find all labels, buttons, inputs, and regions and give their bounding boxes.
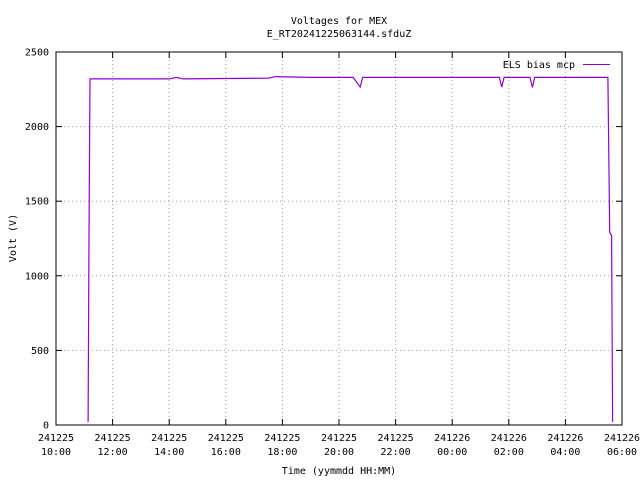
x-tick-time: 20:00 (324, 447, 354, 458)
x-tick-date: 241225 (378, 433, 414, 444)
x-tick-time: 06:00 (607, 447, 637, 458)
x-tick-time: 22:00 (381, 447, 411, 458)
x-tick-date: 241225 (321, 433, 357, 444)
x-tick-time: 10:00 (41, 447, 71, 458)
chart-subtitle: E_RT20241225063144.sfduZ (267, 29, 412, 40)
axis-ticks (55, 51, 623, 426)
grid-lines (56, 52, 622, 425)
x-tick-time: 12:00 (98, 447, 128, 458)
y-tick-label: 0 (43, 421, 49, 432)
x-tick-time: 14:00 (154, 447, 184, 458)
y-tick-label: 2000 (25, 122, 49, 133)
x-tick-date: 241225 (38, 433, 74, 444)
y-axis-label: Volt (V) (8, 214, 19, 262)
x-tick-date: 241225 (264, 433, 300, 444)
x-tick-time: 02:00 (494, 447, 524, 458)
x-tick-date: 241226 (547, 433, 583, 444)
x-axis-label: Time (yymmdd HH:MM) (282, 466, 396, 477)
x-tick-date: 241226 (491, 433, 527, 444)
series-layer (87, 75, 614, 423)
y-tick-label: 500 (31, 346, 49, 357)
x-tick-labels: 241225 10:00 241225 12:00 241225 14:00 241225 1… (38, 433, 640, 458)
x-tick-date: 241226 (434, 433, 470, 444)
y-tick-label: 2500 (25, 48, 49, 59)
x-tick-time: 18:00 (267, 447, 297, 458)
legend: ELS bias mcp (503, 60, 610, 71)
legend-label: ELS bias mcp (503, 60, 575, 71)
y-tick-label: 1000 (25, 271, 49, 282)
chart-title: Voltages for MEX (291, 16, 387, 27)
x-tick-date: 241226 (604, 433, 640, 444)
y-tick-label: 1500 (25, 197, 49, 208)
x-tick-time: 00:00 (437, 447, 467, 458)
series-line (87, 75, 614, 423)
x-tick-date: 241225 (208, 433, 244, 444)
x-tick-time: 16:00 (211, 447, 241, 458)
plot-frame (55, 51, 623, 426)
y-tick-labels: 0 500 1000 1500 2000 2500 (25, 48, 49, 432)
x-tick-date: 241225 (95, 433, 131, 444)
x-tick-time: 04:00 (550, 447, 580, 458)
x-tick-date: 241225 (151, 433, 187, 444)
